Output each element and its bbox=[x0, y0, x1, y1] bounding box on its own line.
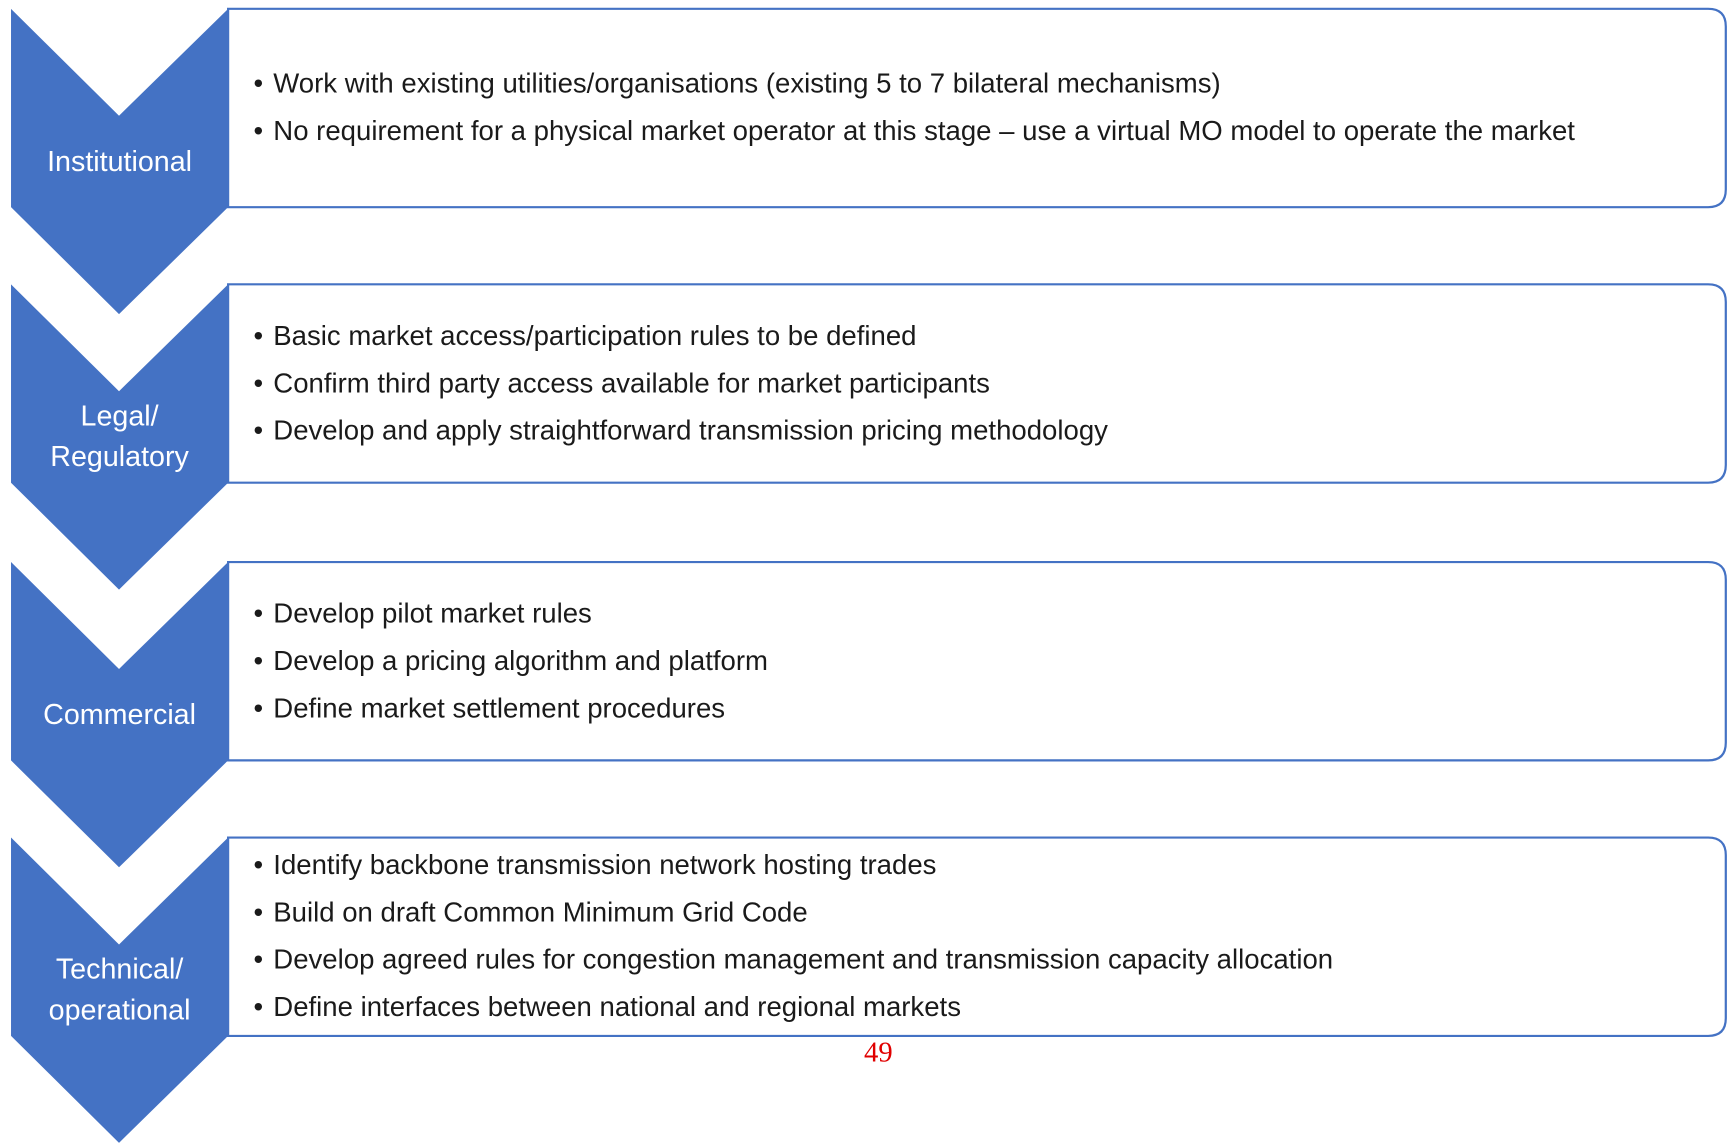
chevron bbox=[11, 8, 229, 315]
stage-label: Technical/ operational bbox=[48, 952, 191, 1026]
bullet-item: Develop a pricing algorithm and platform bbox=[245, 641, 1722, 682]
bullet-item: Define interfaces between national and r… bbox=[245, 987, 1722, 1028]
bullet-item: Build on draft Common Minimum Grid Code bbox=[245, 893, 1722, 934]
bullet-list: Basic market access/participation rules … bbox=[245, 284, 1722, 482]
content-box bbox=[227, 836, 1727, 1038]
bullet-item: No requirement for a physical market ope… bbox=[245, 111, 1722, 152]
chevron bbox=[11, 562, 229, 868]
bullet-item: Define market settlement procedures bbox=[245, 688, 1722, 729]
bullet-item: Develop and apply straightforward transm… bbox=[245, 411, 1722, 452]
content-box bbox=[227, 7, 1727, 209]
bullet-item: Work with existing utilities/organisatio… bbox=[245, 64, 1722, 105]
bullet-item: Identify backbone transmission network h… bbox=[245, 845, 1722, 886]
stage-label: Institutional bbox=[47, 143, 193, 177]
bullet-list: Develop pilot market rules Develop a pric… bbox=[245, 562, 1722, 760]
chevron bbox=[11, 284, 229, 590]
bullet-item: Basic market access/participation rules … bbox=[245, 316, 1722, 357]
bullet-item: Confirm third party access available for… bbox=[245, 363, 1722, 404]
bullet-list: Work with existing utilities/organisatio… bbox=[245, 9, 1722, 207]
bullet-item: Develop agreed rules for congestion mana… bbox=[245, 940, 1722, 981]
chevron bbox=[11, 837, 229, 1143]
bullet-item: Develop pilot market rules bbox=[245, 593, 1722, 634]
stage-label: Commercial bbox=[43, 697, 196, 731]
stage-label: Legal/ Regulatory bbox=[50, 398, 189, 473]
bullet-list: Identify backbone transmission network h… bbox=[245, 838, 1722, 1036]
page-number: 49 bbox=[863, 1035, 893, 1068]
